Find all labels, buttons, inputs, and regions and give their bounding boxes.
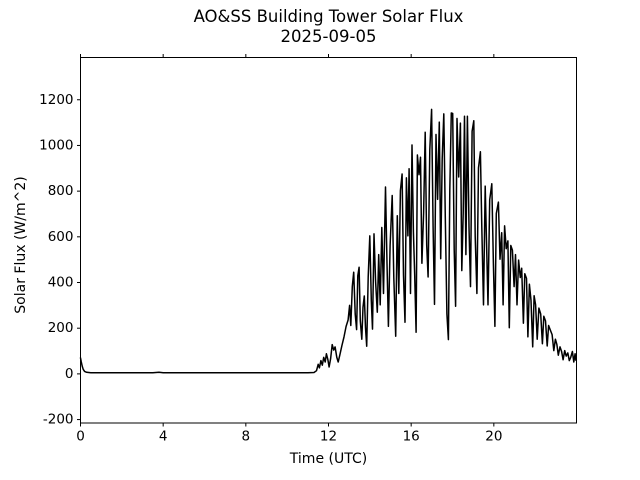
chart-title: AO&SS Building Tower Solar Flux (193, 7, 464, 26)
y-tick-label: 0 (65, 366, 74, 382)
x-tick-label: 20 (485, 429, 502, 445)
y-tick-label: 400 (48, 275, 74, 291)
y-tick-label: 1200 (39, 92, 73, 108)
x-tick-label: 16 (403, 429, 420, 445)
y-tick-label: 800 (48, 183, 74, 199)
solar-flux-line (79, 108, 577, 374)
x-tick-label: 12 (320, 429, 337, 445)
x-axis-label: Time (UTC) (289, 451, 368, 467)
y-tick-label: -200 (43, 412, 74, 428)
y-tick-label: 1000 (39, 137, 73, 153)
y-axis-label: Solar Flux (W/m^2) (13, 176, 29, 314)
chart-title-block: AO&SS Building Tower Solar Flux 2025-09-… (80, 7, 577, 47)
chart-subtitle: 2025-09-05 (280, 27, 377, 46)
x-tick-label: 4 (159, 429, 168, 445)
x-tick-label: 8 (242, 429, 251, 445)
x-tick-label: 0 (76, 429, 85, 445)
y-tick-label: 200 (48, 320, 74, 336)
y-tick-label: 600 (48, 229, 74, 245)
